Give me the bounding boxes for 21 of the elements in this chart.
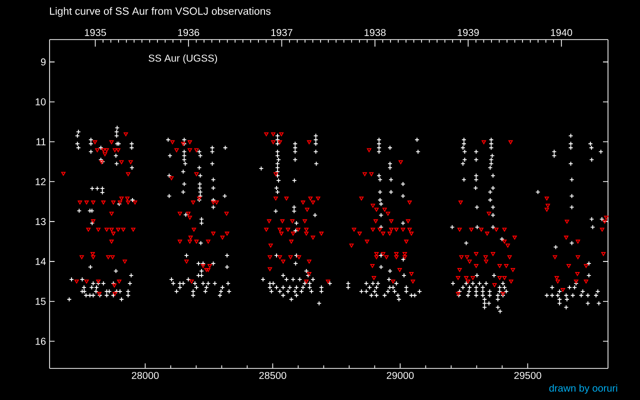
y-tick-label: 16	[36, 338, 46, 345]
y-tick-label: 11	[36, 138, 46, 146]
annotation: SS Aur (UGSS)	[148, 54, 218, 64]
x-tick-label: 29500	[514, 372, 542, 380]
x2-tick-label: 1936	[178, 28, 200, 36]
x-tick-label: 29000	[386, 372, 414, 380]
y-tick-label: 12	[36, 178, 46, 186]
y-tick-label: 10	[36, 98, 46, 106]
x-tick-label: 28500	[259, 372, 286, 380]
text: drawn by ooruri	[549, 384, 618, 394]
x-tick-label: 28000	[132, 372, 159, 380]
x2-tick-label: 1939	[458, 28, 479, 36]
x2-tick-label: 1940	[551, 28, 572, 36]
y-tick-label: 14	[36, 258, 46, 265]
x2-tick-label: 1935	[84, 28, 106, 36]
y-tick-label: 15	[36, 298, 46, 305]
y-tick-label: 13	[36, 218, 46, 226]
x2-tick-label: 1937	[271, 28, 292, 36]
chart-title: Light curve of SS Aur from VSOLJ observations	[50, 7, 271, 17]
y-tick-label: 9	[40, 58, 46, 66]
x2-tick-label: 1938	[364, 28, 386, 36]
